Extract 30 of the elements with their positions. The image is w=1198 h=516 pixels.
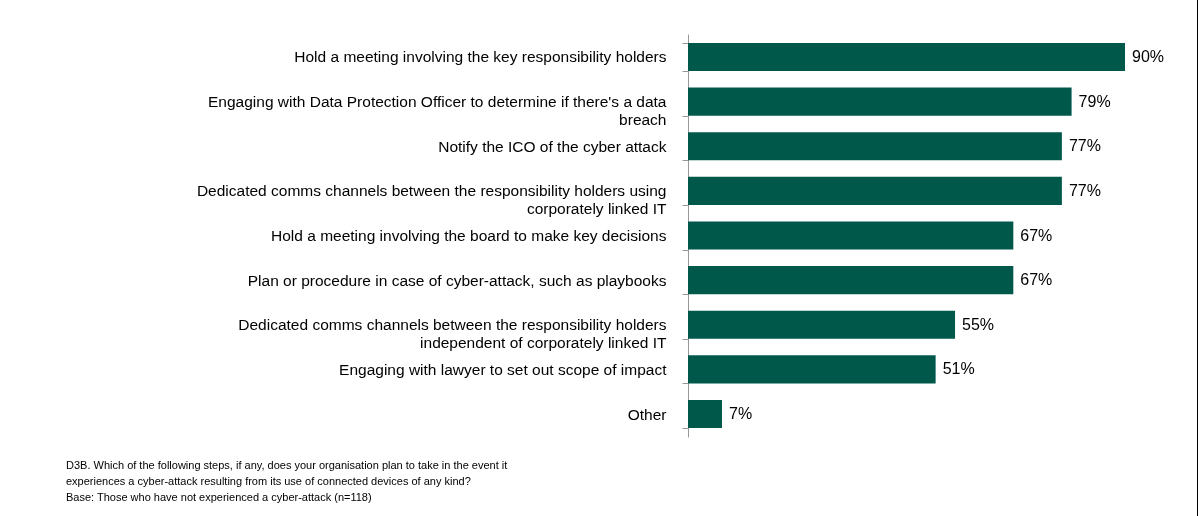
data-label: 79% (1078, 92, 1111, 110)
data-label: 77% (1068, 137, 1101, 155)
text: D3B. Which of the following steps, if any, does your organisation plan to take in the event it (66, 458, 508, 473)
bar (688, 399, 722, 429)
data-label: 7% (728, 405, 753, 423)
y-tick-label: Other (627, 405, 667, 423)
text: experiences a cyber-attack resulting from its use of connected devices of any kind? (66, 474, 472, 489)
y-tick-label: Hold a meeting involving the board to make key decisions (271, 227, 667, 244)
y-tick-label: Notify the ICO of the cyber attack (438, 137, 667, 155)
bar (688, 42, 1125, 72)
bar (688, 132, 1062, 161)
data-label: 67% (1020, 226, 1053, 244)
y-tick-label: Engaging with Data Protection Officer to determine if there's a data breach (208, 93, 667, 129)
y-tick-label: Engaging with lawyer to set out scope of impact (339, 360, 668, 378)
bar (688, 310, 956, 339)
data-label: 67% (1020, 271, 1053, 289)
bar (688, 87, 1072, 116)
y-tick-label: Plan or procedure in case of cyber-attack, such as playbooks (247, 271, 667, 289)
y-tick-label: Hold a meeting involving the key responsibility holders (294, 48, 667, 66)
data-label: 55% (962, 315, 995, 333)
bar (688, 266, 1014, 295)
bar (688, 221, 1014, 250)
data-label: 90% (1132, 47, 1165, 65)
y-tick-label: Dedicated comms channels between the responsibility holders independent of corporately linked IT (238, 316, 668, 352)
bar (688, 176, 1062, 205)
bar (688, 355, 936, 384)
data-label: 77% (1068, 181, 1101, 199)
y-tick-label: Dedicated comms channels between the responsibility holders using corporately linked IT (196, 182, 668, 218)
text: Base: Those who have not experienced a cyber-attack (n=118) (66, 490, 373, 505)
data-label: 51% (942, 360, 975, 378)
